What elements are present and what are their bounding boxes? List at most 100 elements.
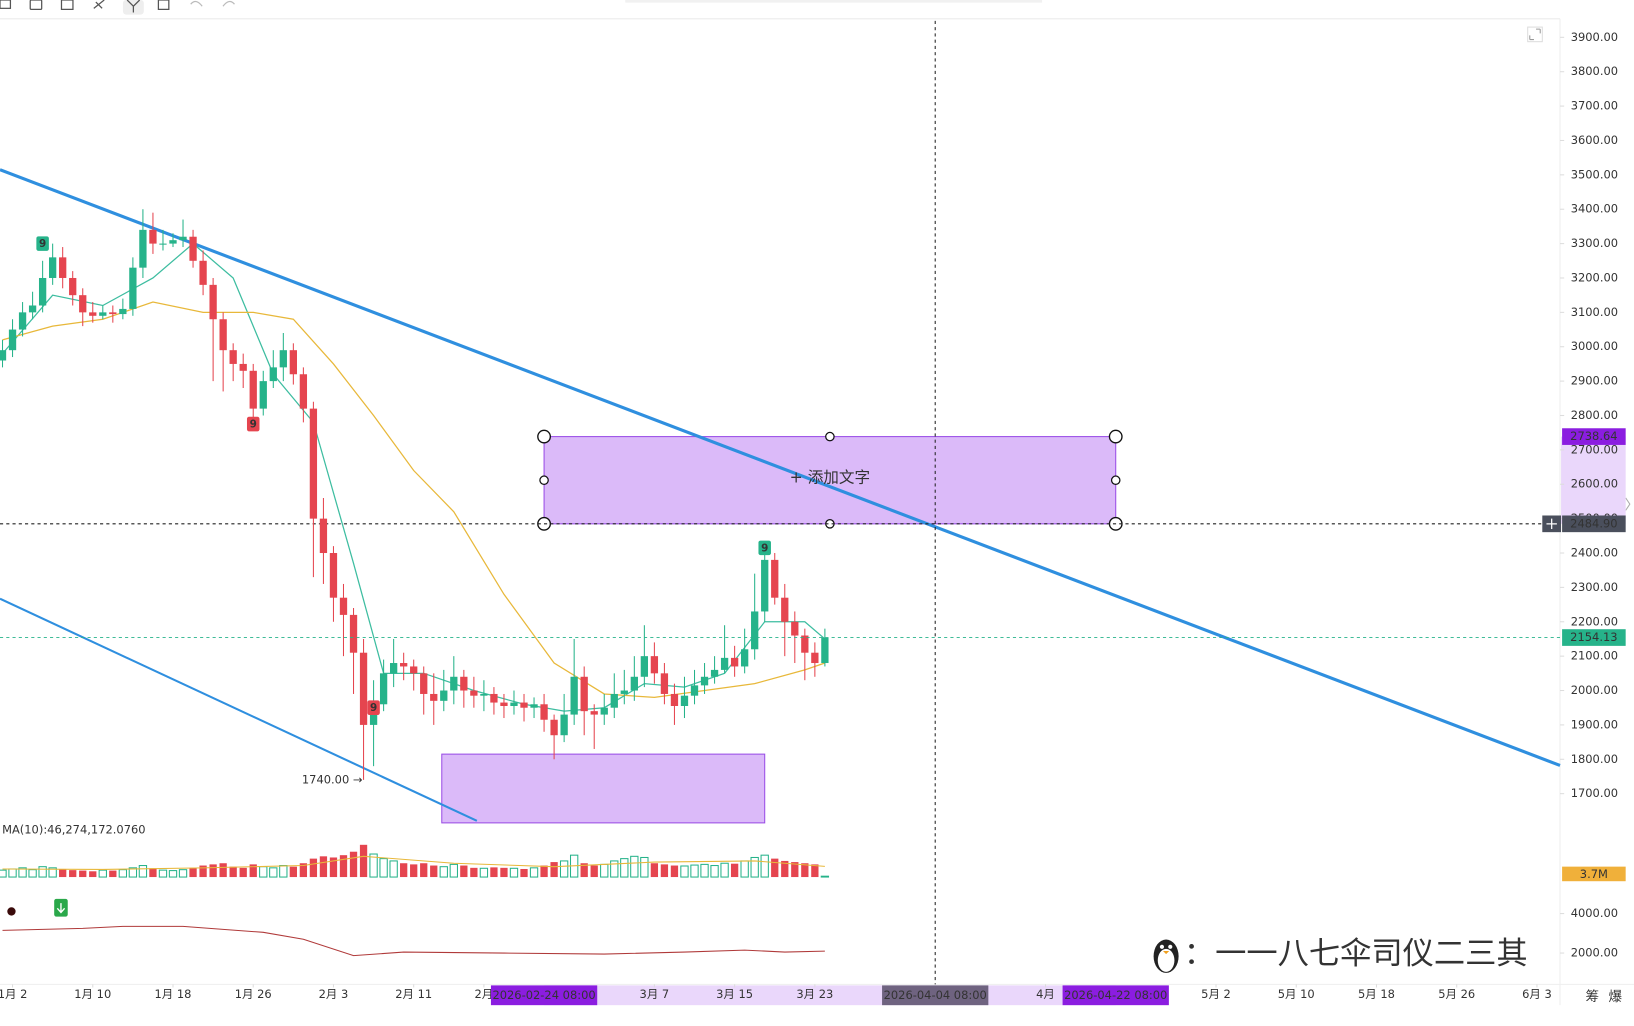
tool-icon[interactable] (126, 0, 141, 13)
candle-body (209, 284, 217, 320)
add-button-glyph (1546, 518, 1557, 530)
x-tick-label: 2月 11 (395, 987, 432, 1001)
x-tick-label: 3月 23 (796, 987, 833, 1001)
signal-text: 9 (250, 419, 257, 431)
volume-bar (109, 870, 117, 878)
candle-body (109, 312, 117, 315)
x-tick-label: 1月 2 (0, 987, 27, 1001)
volume-bar (500, 867, 508, 878)
expand-icon[interactable] (1527, 26, 1543, 43)
tool-icon[interactable] (157, 0, 170, 10)
candle-body (550, 719, 558, 736)
volume-bar (580, 863, 588, 878)
volume-bar (750, 856, 759, 878)
x-tick-label: 1月 10 (74, 987, 111, 1001)
volume-bar (690, 864, 699, 878)
volume-bar (299, 863, 308, 878)
volume-bar (650, 863, 659, 878)
volume-bar (460, 865, 468, 878)
candle-body (771, 559, 779, 598)
volume-bar (820, 875, 830, 878)
volume-bar (79, 870, 87, 878)
candle-body (801, 635, 809, 653)
y-tick-label: 2800.00 (1571, 408, 1618, 422)
candle-body (530, 704, 538, 708)
side-button[interactable]: 爆 (1608, 989, 1622, 1005)
x-tick-label: 3月 15 (716, 987, 753, 1001)
volume-bar (89, 871, 97, 878)
tool-icon[interactable] (29, 0, 43, 10)
x-tick-label: 2月 (475, 987, 494, 1001)
candle-body (279, 350, 287, 368)
candle-body (630, 676, 638, 691)
volume-bar (730, 863, 739, 878)
y-tick-label: 1900.00 (1571, 717, 1618, 731)
candle-body (69, 277, 77, 296)
y-tick-label: 2700.00 (1571, 442, 1618, 456)
candle-body (389, 663, 398, 674)
tool-icon[interactable] (0, 0, 12, 9)
candle-body (510, 702, 518, 706)
candle-body (400, 663, 408, 667)
box-edge-handle[interactable] (539, 475, 549, 485)
box-edge-handle[interactable] (1110, 475, 1121, 485)
candle-body (811, 652, 819, 664)
box-corner-handle[interactable] (1108, 429, 1123, 444)
candle-body (751, 611, 759, 650)
volume-bar (28, 869, 37, 878)
date-axis-label-bg (490, 985, 598, 1006)
box-edge-handle[interactable] (825, 431, 835, 442)
candle-body (329, 553, 338, 598)
volume-bar (389, 860, 398, 878)
volume-bar (289, 866, 297, 878)
tool-icon[interactable] (60, 0, 74, 10)
candle-body (600, 707, 608, 715)
volume-bar (520, 868, 528, 878)
candle-body (99, 312, 107, 316)
tool-icon[interactable] (93, 0, 105, 9)
indicator-tick-label: 4000.00 (1571, 906, 1618, 920)
y-tick-label: 2400.00 (1571, 546, 1618, 560)
watermark-icon (1153, 939, 1179, 973)
price-axis-label: 2484.90 (1570, 516, 1617, 530)
y-tick-label: 2300.00 (1571, 580, 1618, 594)
volume-bar (339, 855, 348, 878)
box-corner-handle[interactable] (537, 429, 552, 444)
candle-body (199, 260, 207, 285)
y-tick-label: 3800.00 (1571, 64, 1618, 78)
volume-bar (118, 869, 128, 878)
y-tick-label: 2600.00 (1571, 477, 1618, 491)
volume-bar (38, 866, 47, 878)
candle-body (490, 693, 498, 703)
candle-body (319, 518, 328, 554)
side-button[interactable]: 筹 (1586, 988, 1600, 1005)
volume-bar (349, 851, 358, 878)
volume-bar (439, 866, 448, 878)
volume-bar (791, 862, 799, 878)
volume-bar (430, 865, 438, 878)
x-tick-label: 4月 (1036, 987, 1055, 1001)
volume-bar (209, 864, 217, 878)
date-axis-label: 2026-04-22 08:00 (1064, 988, 1167, 1002)
candle-body (259, 381, 267, 409)
undo-icon[interactable] (190, 0, 203, 7)
volume-bar (69, 870, 77, 878)
indicator-tick-label: 2000.00 (1571, 946, 1618, 960)
low-price-note: 1740.00 → (302, 772, 363, 786)
candle-body (690, 685, 699, 696)
y-tick-label: 3500.00 (1571, 167, 1618, 181)
candle-body (761, 559, 769, 612)
candle-body (339, 597, 348, 615)
redo-icon[interactable] (222, 0, 235, 7)
box-label[interactable]: + 添加文字 (790, 469, 871, 487)
volume-bar (178, 869, 188, 878)
volume-bar (400, 863, 408, 878)
scroll-arrow[interactable] (1625, 497, 1631, 511)
y-tick-label: 2900.00 (1571, 374, 1618, 388)
candle-body (119, 308, 127, 315)
candle-body (590, 711, 598, 715)
volume-bar (410, 864, 418, 878)
volume-bar (369, 853, 378, 878)
volume-bar (760, 854, 769, 878)
x-tick-label: 5月 10 (1278, 987, 1315, 1001)
